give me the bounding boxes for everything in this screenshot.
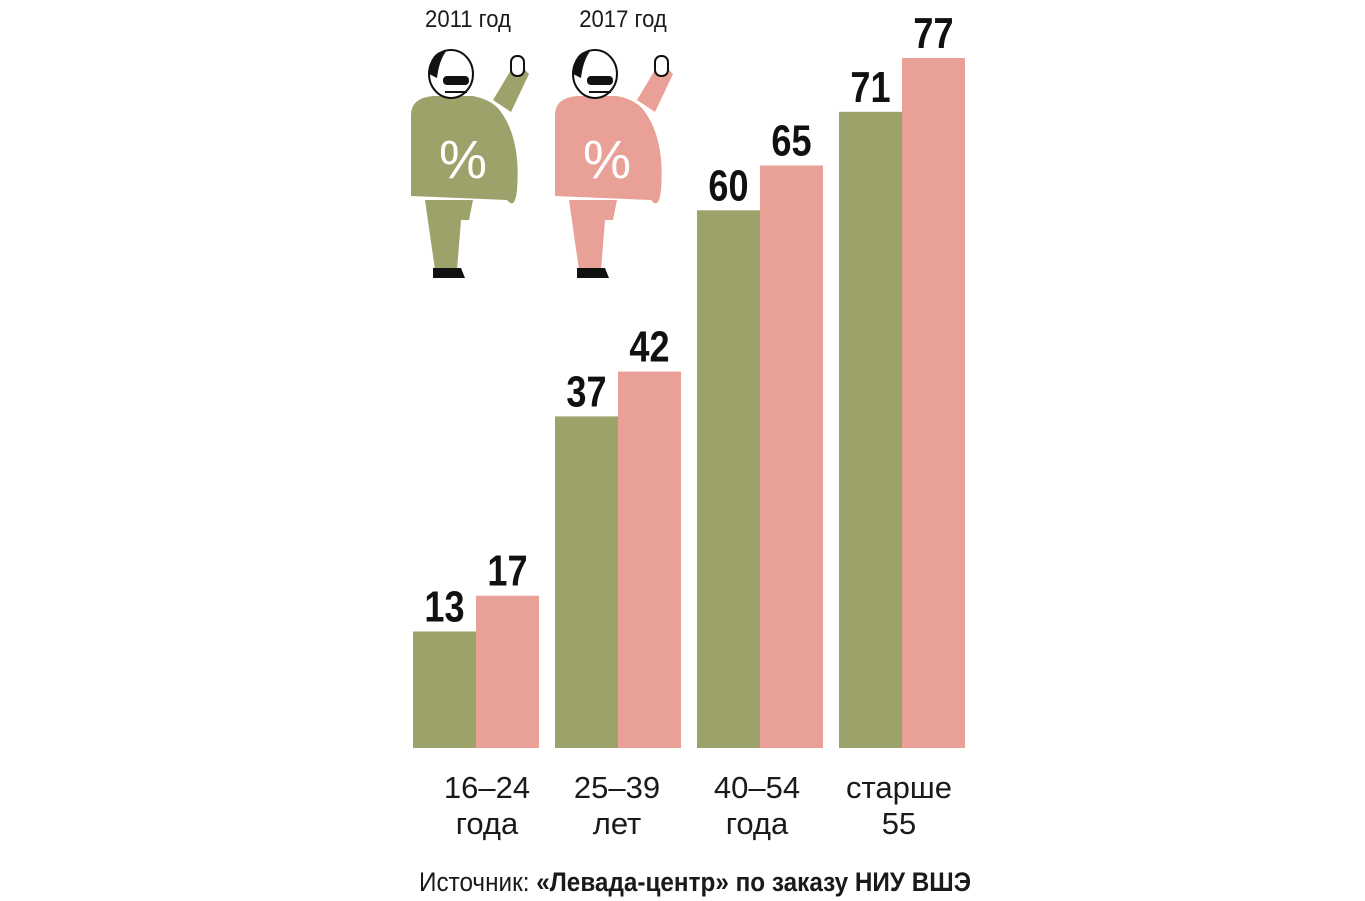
bar-2017-2 <box>760 165 823 748</box>
figure-percent-sign: % <box>583 130 631 190</box>
figure-hand <box>654 55 669 77</box>
legend-figure-2017: % <box>555 49 673 278</box>
legend-figure-2011: % <box>411 49 529 278</box>
value-label-2011-0: 13 <box>424 582 464 631</box>
figure-percent-sign: % <box>439 130 487 190</box>
figure-arm <box>637 66 673 112</box>
source-note: Источник: «Левада-центр» по заказу НИУ В… <box>340 867 1051 898</box>
figure-legs <box>569 200 617 270</box>
category-label-16-24: 16–24 года <box>443 770 531 841</box>
figure-glasses <box>443 76 469 85</box>
figure-hair <box>573 50 591 78</box>
figure-glasses <box>587 76 613 85</box>
figure-hand <box>510 55 525 77</box>
bar-2011-3 <box>839 111 902 749</box>
value-label-2017-0: 17 <box>487 546 527 595</box>
value-label-2011-1: 37 <box>566 367 606 416</box>
value-label-2011-3: 71 <box>850 62 890 111</box>
figure-arm <box>493 66 529 112</box>
legend-label-2017: 2017 год <box>579 6 667 33</box>
bar-2011-2 <box>697 210 760 749</box>
source-text: «Левада-центр» по заказу НИУ ВШЭ <box>536 867 972 897</box>
category-label-55-plus: старше 55 <box>846 770 952 841</box>
source-prefix: Источник: <box>418 867 537 897</box>
figure-foot <box>433 268 465 278</box>
figure-body <box>411 96 518 204</box>
figure-body <box>555 96 662 204</box>
figure-foot <box>577 268 609 278</box>
figure-legs <box>425 200 473 270</box>
value-label-2017-2: 65 <box>771 116 811 165</box>
figure-hair <box>429 50 447 78</box>
value-label-2017-3: 77 <box>913 9 953 58</box>
category-label-40-54: 40–54 года <box>713 770 801 841</box>
legend-label-2011: 2011 год <box>425 6 511 33</box>
value-label-2011-2: 60 <box>708 161 748 210</box>
bar-2017-0 <box>476 595 539 748</box>
value-label-2017-1: 42 <box>629 322 669 371</box>
bar-2017-3 <box>902 58 965 748</box>
bar-2017-1 <box>618 371 681 748</box>
bar-2011-1 <box>555 416 618 748</box>
bar-2011-0 <box>413 631 476 748</box>
category-label-25-39: 25–39 лет <box>573 770 661 841</box>
